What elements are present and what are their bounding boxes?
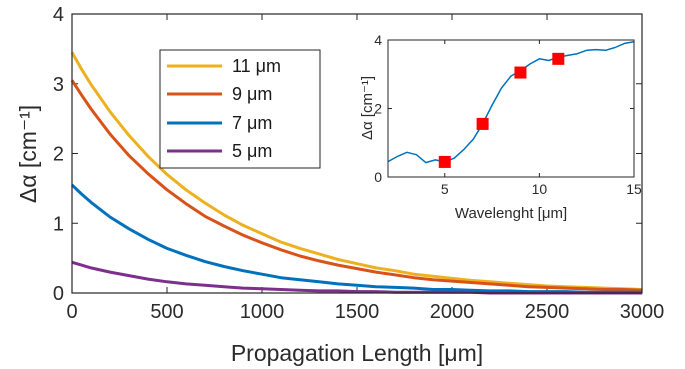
- main-x-tick-label: 2000: [430, 301, 475, 323]
- legend-entry-11um: 11 μm: [232, 56, 281, 76]
- main-x-tick-label: 1500: [335, 301, 380, 323]
- main-series-line-1: [70, 79, 643, 292]
- inset-marker-point: [438, 155, 451, 168]
- inset-x-tick-label: 15: [626, 181, 642, 197]
- main-y-tick-label: 1: [53, 213, 64, 235]
- main-x-tick-label: 3000: [620, 301, 665, 323]
- inset-y-tick-label: 4: [374, 32, 382, 48]
- main-y-tick-label: 2: [53, 144, 64, 166]
- main-y-tick-label: 0: [53, 283, 64, 305]
- main-x-tick-label: 1000: [240, 301, 285, 323]
- inset-background: [388, 40, 634, 177]
- main-x-tick-label: 2500: [525, 301, 570, 323]
- main-plot-frame: [71, 13, 643, 294]
- inset-plot-frame: [387, 39, 635, 178]
- inset-series-line-0: [387, 40, 635, 164]
- inset-y-axis-label: Δα [cm⁻¹]: [359, 76, 376, 140]
- inset-marker-point: [552, 52, 565, 65]
- main-y-axis-label: Δα [cm⁻¹]: [15, 105, 41, 203]
- legend: 11 μm 9 μm 7 μm 5 μm: [159, 49, 321, 169]
- inset-x-tick-label: 5: [441, 181, 449, 197]
- inset-marker-point: [476, 117, 489, 130]
- legend-entry-9um: 9 μm: [232, 84, 272, 104]
- inset-y-tick-label: 0: [374, 169, 382, 185]
- main-x-axis-label: Propagation Length [μm]: [231, 340, 483, 366]
- inset-y-tick-label: 2: [374, 101, 382, 117]
- main-x-tick-label: 500: [150, 301, 183, 323]
- inset-marker-point: [514, 66, 527, 79]
- inset-x-axis-label: Wavelenght [μm]: [455, 205, 567, 222]
- main-y-tick-label: 4: [53, 4, 64, 26]
- inset-series: [387, 40, 635, 168]
- main-y-tick-label: 3: [53, 74, 64, 96]
- main-axis-ticks: 0 500 1000 1500 2000 2500 3000 0 1 2 3 4: [53, 4, 664, 323]
- inset-x-tick-label: 10: [532, 181, 548, 197]
- legend-box: [159, 49, 321, 169]
- legend-entry-5um: 5 μm: [232, 141, 272, 161]
- legend-entry-7um: 7 μm: [232, 113, 272, 133]
- main-x-tick-label: 0: [66, 301, 77, 323]
- main-series-line-0: [70, 51, 643, 291]
